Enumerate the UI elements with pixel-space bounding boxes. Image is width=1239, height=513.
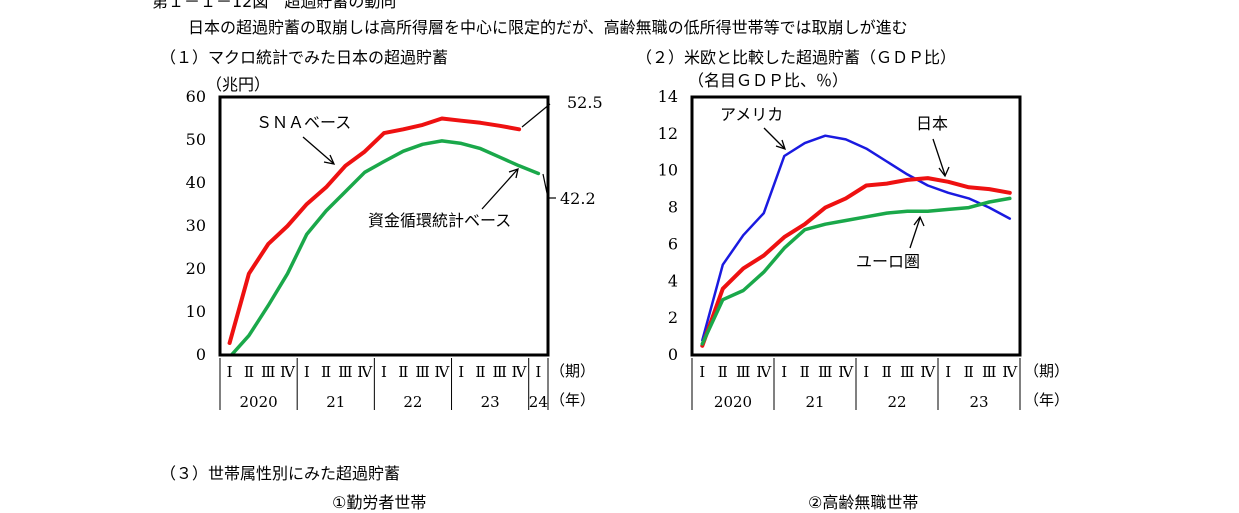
chart1-ytick-label: 50 xyxy=(186,130,206,149)
chart2-arrowhead-jp xyxy=(938,166,950,178)
chart1-quarter-label: Ⅰ xyxy=(458,363,464,381)
chart1-year-label: 2020 xyxy=(239,393,277,411)
chart2-year-label: 2020 xyxy=(714,393,752,411)
figure-subtitle: 日本の超過貯蓄の取崩しは高所得層を中心に限定的だが、高齢無職の低所得世帯等では取… xyxy=(188,18,908,37)
chart2-quarter-label: Ⅱ xyxy=(882,363,892,381)
chart2-quarter-label: Ⅲ xyxy=(736,363,750,381)
chart2-period-unit: （期） xyxy=(1024,362,1069,380)
chart1-ytick-label: 60 xyxy=(186,87,206,106)
chart2-ytick-label: 6 xyxy=(668,234,678,253)
chart1-year-label: 22 xyxy=(403,393,422,411)
chart1-arrowhead-sna xyxy=(323,154,336,165)
chart2-arrow-eu xyxy=(909,217,921,249)
chart1-quarter-label: Ⅳ xyxy=(280,363,296,381)
chart1-year-unit: （年） xyxy=(550,391,595,409)
chart1-quarter-label: Ⅳ xyxy=(357,363,373,381)
chart2-quarter-label: Ⅰ xyxy=(781,363,787,381)
chart2-ytick-label: 10 xyxy=(658,161,678,180)
chart2-quarter-label: Ⅳ xyxy=(920,363,936,381)
chart2-series-line xyxy=(701,134,1012,342)
chart1-quarter-label: Ⅲ xyxy=(415,363,429,381)
chart1-leader-422 xyxy=(542,173,549,199)
chart1-quarter-label: Ⅱ xyxy=(244,363,254,381)
panel3-title: （３）世帯属性別にみた超過貯蓄 xyxy=(160,464,401,483)
chart2-quarter-label: Ⅰ xyxy=(945,363,951,381)
chart2-ytick-label: 12 xyxy=(658,124,678,143)
chart2-arrowhead-eu xyxy=(913,215,925,227)
chart1-plot-frame xyxy=(218,95,550,357)
chart2-quarter-label: Ⅱ xyxy=(718,363,728,381)
chart2-series-line xyxy=(700,196,1012,346)
chart1-quarter-label: Ⅳ xyxy=(434,363,450,381)
chart2-label-eu: ユーロ圏 xyxy=(856,252,920,271)
chart2-year-label: 21 xyxy=(805,393,824,411)
chart2-ytick-label: 0 xyxy=(668,345,678,364)
chart2-quarter-label: Ⅳ xyxy=(756,363,772,381)
chart2-ytick-label: 14 xyxy=(658,87,678,106)
chart1-year-label: 21 xyxy=(326,393,345,411)
chart2-ytick-label: 8 xyxy=(668,198,678,217)
chart1-annotation-422: 42.2 xyxy=(560,189,596,208)
chart2-ylabel: （名目ＧＤＰ比、％） xyxy=(688,71,848,90)
chart2-year-label: 22 xyxy=(887,393,906,411)
chart1-quarter-label: Ⅱ xyxy=(398,363,408,381)
chart1-year-label: 23 xyxy=(481,393,500,411)
chart1-ytick-label: 0 xyxy=(196,345,206,364)
chart2-ytick-label: 4 xyxy=(668,271,678,290)
chart2-quarter-label: Ⅰ xyxy=(863,363,869,381)
chart1-quarter-label: Ⅰ xyxy=(227,363,233,381)
chart1-leader-525 xyxy=(521,103,551,128)
chart1-series-line xyxy=(227,116,522,345)
chart2-label-jp: 日本 xyxy=(916,114,948,133)
chart1-year-label: 24 xyxy=(529,393,548,411)
chart2-arrow-us xyxy=(763,127,785,149)
chart1-quarter-label: Ⅱ xyxy=(475,363,485,381)
chart2-label-us: アメリカ xyxy=(720,105,783,124)
chart2-year-label: 23 xyxy=(969,393,988,411)
chart1-quarter-label: Ⅰ xyxy=(535,363,541,381)
chart1-arrowhead-flow xyxy=(508,168,519,179)
chart1-ytick-label: 10 xyxy=(186,302,206,321)
chart1-ytick-label: 40 xyxy=(186,173,206,192)
chart1-quarter-label: Ⅳ xyxy=(512,363,528,381)
chart1-quarter-label: Ⅲ xyxy=(493,363,507,381)
chart1-series-line xyxy=(229,139,541,355)
chart2-quarter-label: Ⅱ xyxy=(964,363,974,381)
chart1-ylabel: （兆円） xyxy=(206,75,270,94)
figure-number: 第１－１－12図 超過貯蓄の動向 xyxy=(152,0,397,11)
chart2-quarter-label: Ⅲ xyxy=(818,363,832,381)
chart1-arrow-flow xyxy=(481,169,518,210)
chart2-plot-frame xyxy=(690,95,1022,357)
chart2-quarter-label: Ⅲ xyxy=(982,363,996,381)
chart1-ytick-label: 20 xyxy=(186,259,206,278)
chart1-label-flow: 資金循環統計ベース xyxy=(368,211,511,230)
chart2-ytick-label: 2 xyxy=(668,308,678,327)
chart1-ytick-label: 30 xyxy=(186,216,206,235)
chart1-annotation-525: 52.5 xyxy=(567,93,603,112)
chart1-quarter-label: Ⅲ xyxy=(261,363,275,381)
chart2-year-unit: （年） xyxy=(1024,391,1069,409)
chart1-label-sna: ＳＮＡベース xyxy=(256,113,351,132)
panel1-title: （１）マクロ統計でみた日本の超過貯蓄 xyxy=(160,48,449,67)
chart1-quarter-label: Ⅲ xyxy=(338,363,352,381)
chart2-arrow-jp xyxy=(932,138,946,176)
chart1-quarter-label: Ⅰ xyxy=(304,363,310,381)
chart1-quarter-label: Ⅰ xyxy=(381,363,387,381)
chart2-quarter-label: Ⅰ xyxy=(699,363,705,381)
chart2-series-line xyxy=(700,176,1012,348)
chart2-quarter-label: Ⅱ xyxy=(800,363,810,381)
chart1-period-unit: （期） xyxy=(550,362,595,380)
chart2-quarter-label: Ⅳ xyxy=(838,363,854,381)
chart2-quarter-label: Ⅲ xyxy=(900,363,914,381)
chart2-arrowhead-us xyxy=(775,139,787,151)
chart1-arrow-sna xyxy=(302,136,334,164)
chart2-quarter-label: Ⅳ xyxy=(1002,363,1018,381)
panel2-title: （２）米欧と比較した超過貯蓄（ＧＤＰ比） xyxy=(636,48,957,67)
chart1-quarter-label: Ⅱ xyxy=(321,363,331,381)
